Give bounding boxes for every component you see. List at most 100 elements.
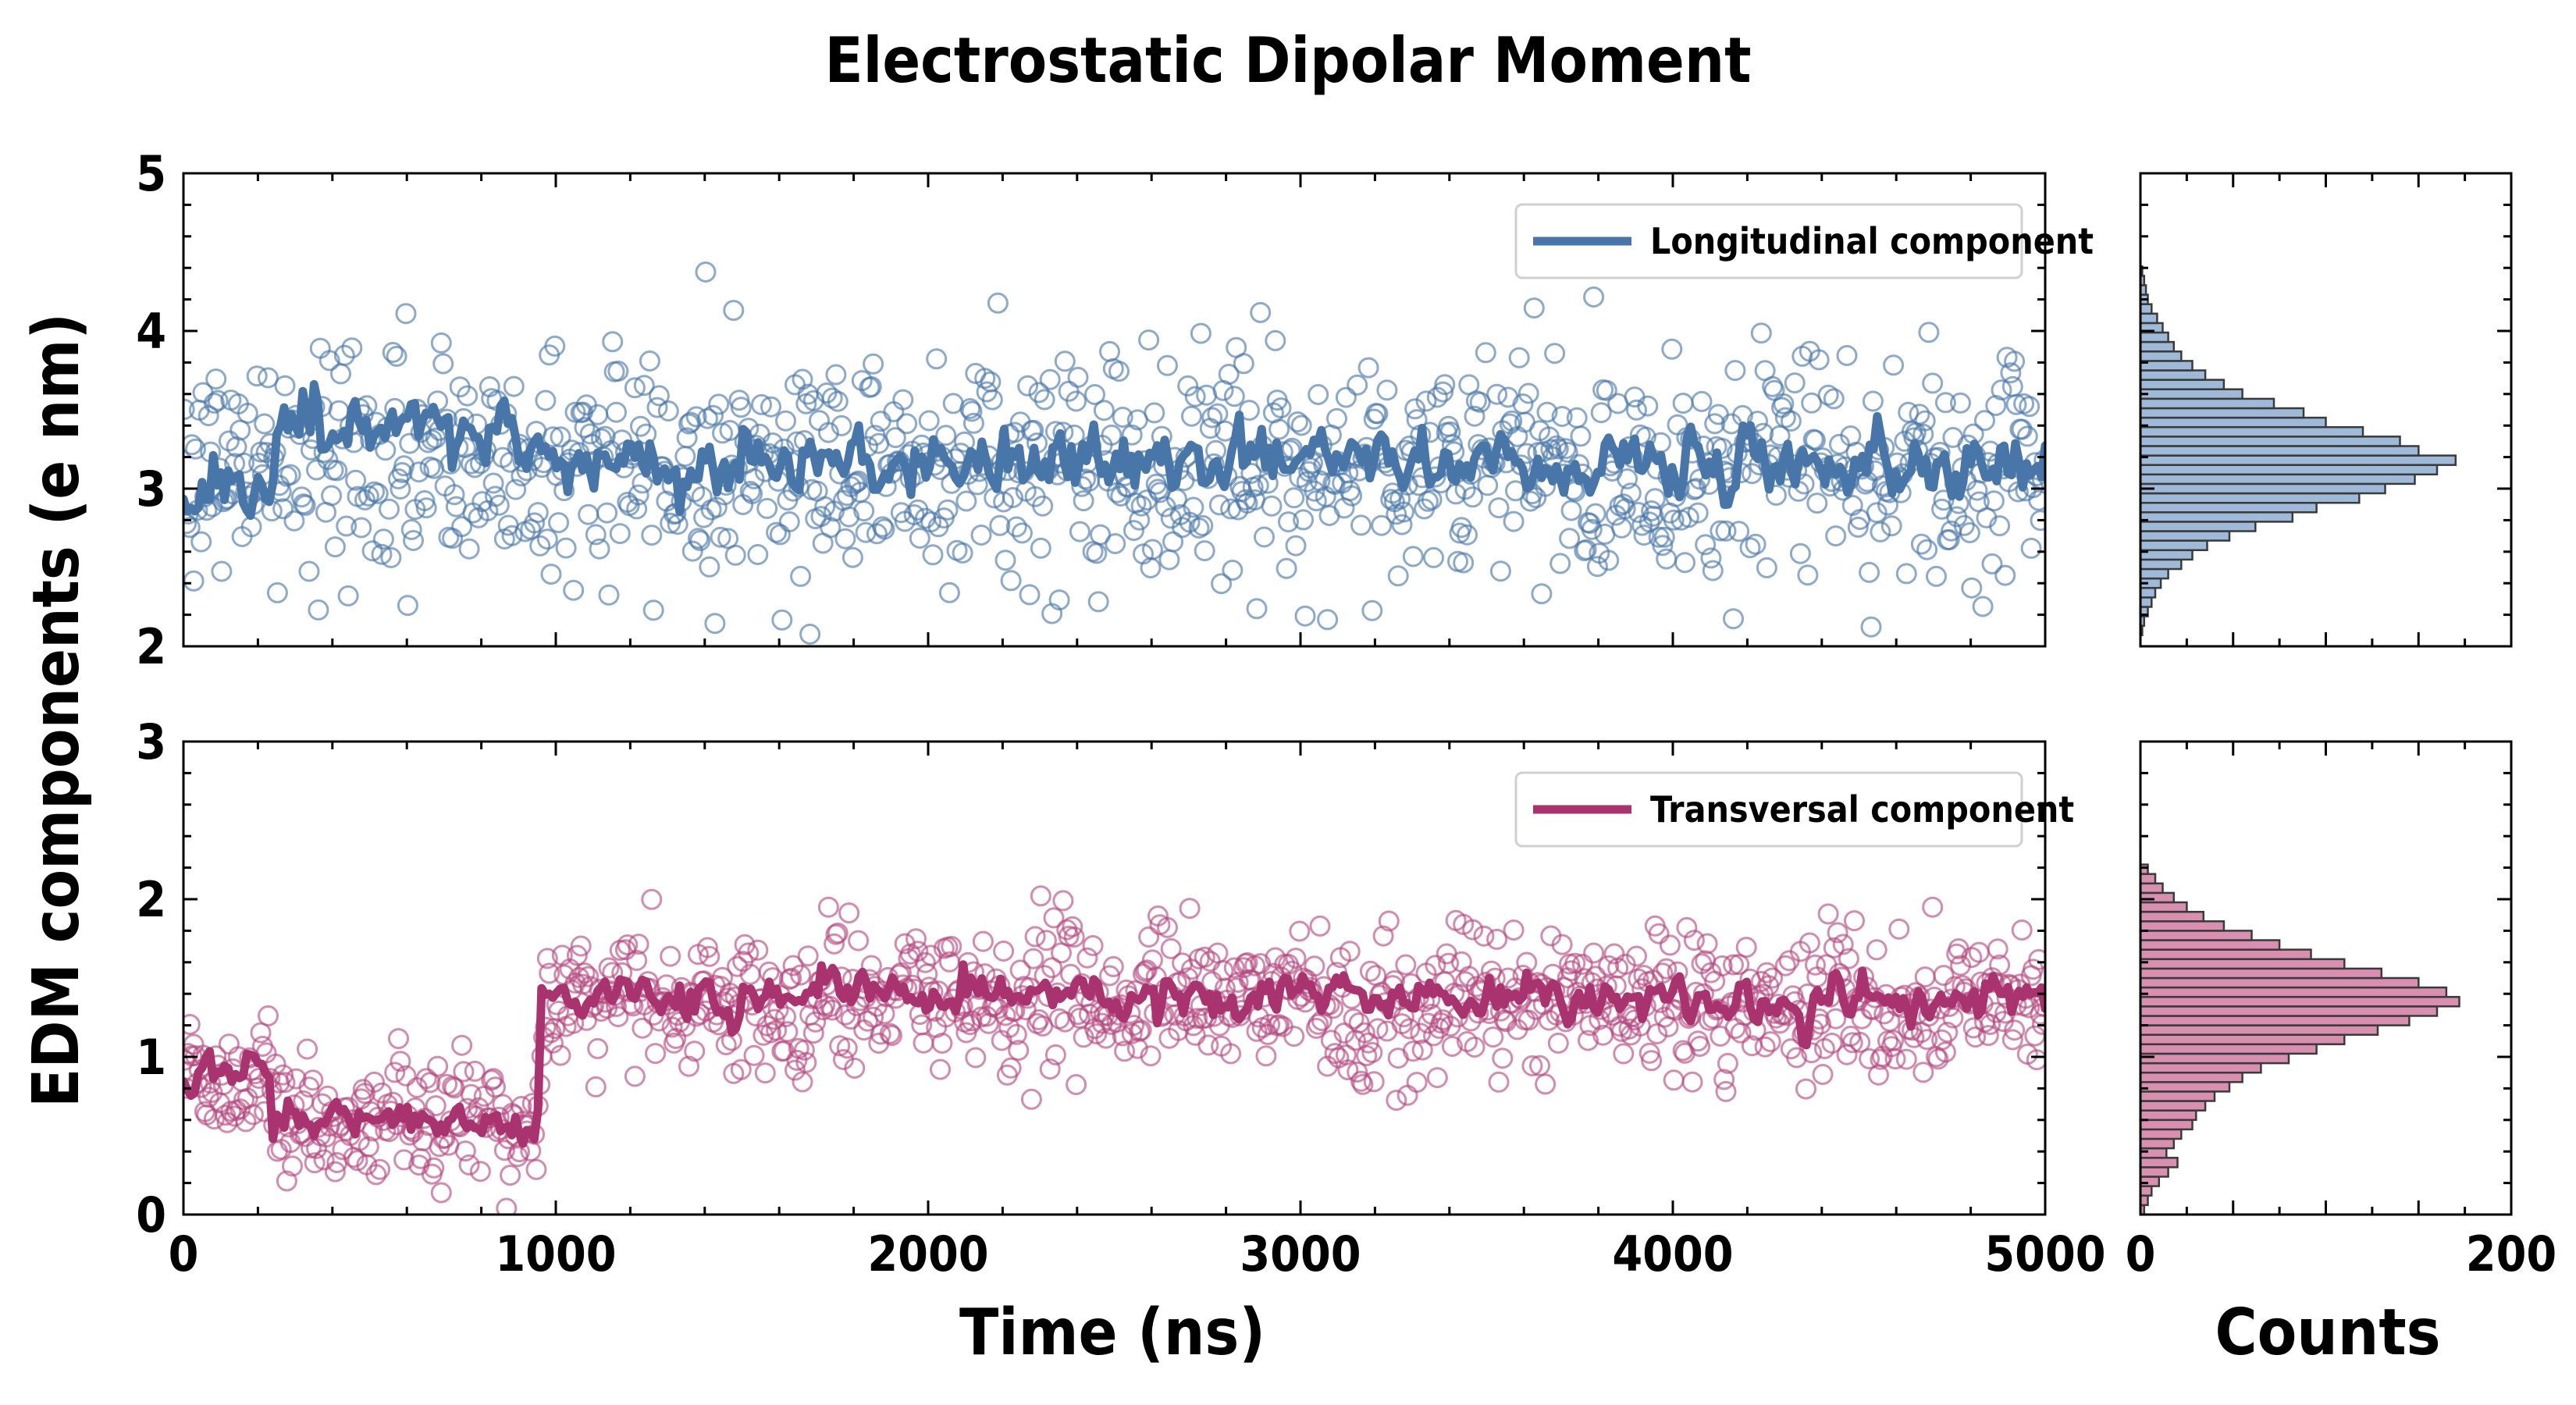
panel-longitudinal-scatter-point	[952, 542, 973, 564]
panel-longitudinal-scatter-point	[1661, 338, 1683, 360]
panel-longitudinal-scatter-point	[1590, 402, 1612, 424]
histogram-transversal-bar	[2139, 976, 2420, 989]
panel-transversal-scatter-point	[1402, 1040, 1424, 1062]
panel-transversal-scatter-point	[1367, 1018, 1389, 1040]
panel-longitudinal-scatter-point	[1138, 329, 1160, 351]
panel-transversal-scatter-point	[1039, 1058, 1061, 1080]
panel-longitudinal-scatter-point	[237, 402, 258, 424]
panel-longitudinal-scatter-point	[1048, 589, 1070, 611]
panel-longitudinal-scatter-point	[1877, 494, 1898, 516]
panel-longitudinal-scatter-point	[723, 300, 745, 322]
panel-transversal-scatter-point	[1008, 1040, 1030, 1062]
panel-longitudinal-scatter-point	[432, 353, 454, 375]
histogram-transversal-bar	[2139, 920, 2226, 932]
histogram-transversal-bar	[2139, 1185, 2153, 1197]
panel-transversal-scatter-point	[860, 955, 882, 976]
panel-transversal-scatter-point	[1134, 961, 1156, 983]
panel-transversal-scatter-point	[1786, 1047, 1808, 1069]
panel-transversal-scatter-point	[838, 902, 860, 924]
panel-longitudinal-scatter-point	[598, 584, 620, 606]
panel-transversal-scatter-point	[1825, 1008, 1847, 1030]
panel-longitudinal-scatter-point	[2020, 537, 2042, 559]
panel-longitudinal-scatter-point	[1286, 411, 1308, 432]
panel-transversal-scatter-point	[1696, 933, 1718, 955]
panel-longitudinal-scatter-point	[1575, 539, 1597, 560]
panel-transversal-scatter-point	[1933, 965, 1955, 987]
panel-longitudinal-scatter-point	[248, 453, 270, 474]
panel-transversal-scatter-point	[585, 1076, 607, 1097]
panel-transversal-scatter-point	[302, 1069, 324, 1091]
panel-transversal-scatter-point	[817, 896, 839, 918]
panel-transversal-scatter-point	[1063, 927, 1085, 948]
histogram-longitudinal-bar	[2139, 511, 2294, 523]
panel-longitudinal-scatter-point	[993, 491, 1015, 513]
panel-transversal-scatter-point	[1005, 1023, 1027, 1045]
panel-longitudinal-scatter-point	[1391, 514, 1413, 535]
panel-transversal-scatter-point	[1102, 955, 1124, 977]
panel-transversal-scatter-point	[1578, 1030, 1599, 1051]
panel-transversal-scatter-point	[1406, 1072, 1428, 1094]
panel-longitudinal-scatter-point	[626, 498, 648, 520]
histogram-transversal-bar	[2139, 1147, 2168, 1159]
panel-longitudinal-scatter-point	[1247, 475, 1269, 496]
panel-longitudinal-scatter-point	[838, 506, 860, 528]
panel-longitudinal-scatter-point	[1981, 553, 2003, 574]
panel-transversal-scatter-point	[1503, 919, 1525, 941]
panel-transversal-xtick-label: 3000	[1240, 1225, 1361, 1282]
panel-longitudinal-scatter-point	[1780, 410, 1802, 432]
panel-longitudinal-ytick-label: 2	[136, 618, 166, 675]
histogram-longitudinal-bar	[2139, 436, 2401, 447]
panel-longitudinal-scatter-point	[1745, 533, 1767, 555]
histogram-transversal-bar	[2139, 1071, 2243, 1083]
panel-transversal-scatter-point	[1912, 1062, 1934, 1083]
panel-longitudinal-scatter-point	[1866, 502, 1888, 524]
panel-transversal-scatter-point	[825, 923, 847, 945]
panel-longitudinal-scatter-point	[1371, 514, 1393, 536]
panel-transversal-scatter-point	[1656, 958, 1678, 980]
panel-transversal-scatter-point	[790, 964, 812, 986]
panel-longitudinal-scatter-point	[1486, 383, 1508, 405]
panel-longitudinal-scatter-point	[962, 412, 984, 434]
histogram-transversal-bar	[2139, 1109, 2197, 1122]
panel-transversal-scatter-point	[1160, 937, 1182, 959]
panel-transversal-scatter-point	[482, 1068, 504, 1090]
panel-transversal-data	[183, 885, 2045, 1215]
histogram-transversal-bar	[2139, 1043, 2318, 1055]
panel-transversal-scatter-point	[1035, 930, 1057, 951]
panel-longitudinal-scatter-point	[1489, 560, 1511, 582]
panel-transversal-scatter-point	[1486, 928, 1508, 950]
panel-longitudinal-scatter-point	[1439, 421, 1461, 443]
panel-longitudinal-scatter-point	[970, 525, 992, 546]
panel-transversal-scatter-point	[1114, 1040, 1136, 1062]
panel-transversal-scatter-point	[781, 967, 802, 989]
panel-longitudinal-scatter-point	[1039, 368, 1061, 390]
panel-transversal-scatter-point	[1324, 1043, 1346, 1065]
panel-transversal-scatter-point	[1676, 916, 1698, 938]
panel-transversal-scatter-point	[602, 962, 624, 984]
panel-longitudinal-scatter-point	[336, 515, 358, 537]
panel-transversal-scatter-point	[1425, 955, 1446, 976]
panel-longitudinal-scatter-point	[918, 410, 940, 432]
panel-transversal-scatter-point	[464, 1060, 486, 1082]
panel-transversal-scatter-point	[1076, 947, 1098, 969]
panel-longitudinal-scatter-point	[298, 560, 320, 582]
panel-longitudinal-scatter-point	[1054, 350, 1076, 372]
panel-transversal-scatter-point	[987, 998, 1009, 1019]
panel-longitudinal-scatter-point	[1860, 616, 1882, 638]
panel-transversal-scatter-point	[1603, 943, 1625, 965]
panel-transversal-scatter-point	[792, 1071, 813, 1093]
panel-longitudinal-scatter-point	[739, 481, 761, 502]
panel-longitudinal-scatter-point	[503, 375, 525, 397]
panel-longitudinal-scatter-point	[1130, 495, 1152, 517]
panel-longitudinal-scatter-point	[1789, 542, 1811, 564]
histogram-longitudinal-bar	[2139, 445, 2420, 457]
panel-longitudinal-scatter-point	[2030, 510, 2045, 532]
panel-transversal-scatter-point	[1965, 1026, 1987, 1048]
panel-transversal-scatter-point	[1432, 1009, 1453, 1031]
panel-transversal-scatter-point	[282, 1155, 303, 1177]
panel-longitudinal-scatter-point	[1557, 441, 1578, 463]
panel-longitudinal-scatter-point	[1305, 490, 1327, 512]
panel-transversal-scatter-point	[775, 1006, 796, 1028]
panel-longitudinal-scatter-point	[372, 528, 394, 550]
